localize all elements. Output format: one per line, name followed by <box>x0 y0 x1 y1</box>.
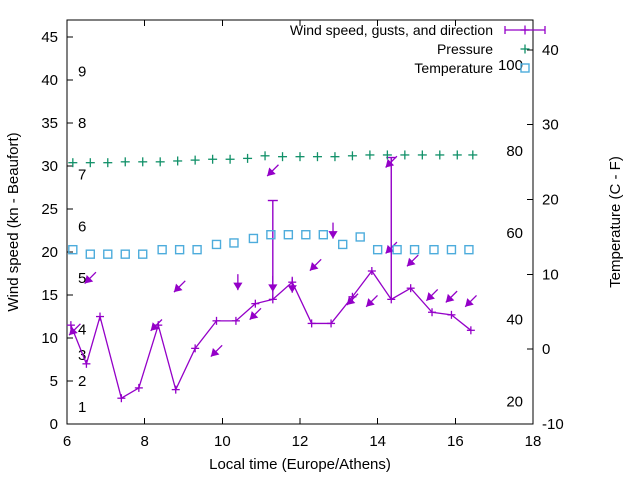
legend-sample-2 <box>520 44 530 54</box>
arrow-head <box>84 274 94 284</box>
arrow-head <box>150 322 160 331</box>
arrow-head <box>69 326 78 336</box>
beaufort-label: 5 <box>78 270 86 287</box>
arrow-head <box>328 231 338 239</box>
legend-sample-3 <box>520 63 530 73</box>
beaufort-label: 9 <box>78 64 86 81</box>
arrow-head <box>346 296 356 306</box>
y2-tick-label: 40 <box>542 42 559 59</box>
square-marker <box>355 232 365 242</box>
y2-tick-label: 0 <box>542 341 550 358</box>
beaufort-label: 8 <box>78 115 86 132</box>
y-tick-label: 45 <box>41 29 58 46</box>
square-marker <box>120 249 130 259</box>
square-marker <box>85 249 96 259</box>
arrow-head <box>465 298 474 307</box>
fahrenheit-label: 80 <box>506 143 523 160</box>
y2-tick-label: 20 <box>542 192 559 209</box>
x-tick-label: 16 <box>447 433 464 450</box>
arrow-head <box>445 293 455 303</box>
square-marker <box>157 244 167 255</box>
y-tick-label: 0 <box>50 416 58 433</box>
legend-label: Temperature <box>414 60 493 76</box>
x-tick-label: 6 <box>63 433 71 450</box>
beaufort-label: 7 <box>78 167 86 184</box>
fahrenheit-label: 60 <box>506 225 523 242</box>
series-3 <box>68 230 474 259</box>
y-tick-label: 15 <box>41 287 58 304</box>
arrow-head <box>426 292 435 301</box>
arrow-head <box>249 311 259 320</box>
y2-tick-label: -10 <box>542 416 564 433</box>
beaufort-label: 6 <box>78 218 86 235</box>
arrow-head <box>406 257 416 267</box>
legend-label: Wind speed, gusts, and direction <box>290 22 493 38</box>
series-2 <box>68 150 478 168</box>
legend-sample-1 <box>504 25 546 35</box>
y-tick-label: 5 <box>50 373 58 390</box>
y2-tick-label: 10 <box>542 266 559 283</box>
y-tick-label: 30 <box>41 158 58 175</box>
square-marker <box>248 233 259 244</box>
square-marker <box>446 244 457 255</box>
series-1 <box>66 155 477 403</box>
wind-speed-line <box>70 269 472 400</box>
square-marker <box>68 244 78 255</box>
y-tick-label: 35 <box>41 115 58 132</box>
x-tick-label: 14 <box>369 433 386 450</box>
arrow-head <box>233 282 243 291</box>
square-marker <box>211 239 222 250</box>
y-tick-label: 20 <box>41 244 58 261</box>
square-marker <box>229 238 239 248</box>
legend-label: Pressure <box>437 41 493 57</box>
arrow-head <box>385 158 395 168</box>
beaufort-label: 1 <box>78 399 86 416</box>
y-tick-label: 25 <box>41 201 58 218</box>
beaufort-label: 2 <box>78 373 86 390</box>
square-marker <box>409 244 420 255</box>
arrow-head <box>268 284 278 292</box>
x-tick-label: 10 <box>214 433 231 450</box>
x-tick-label: 12 <box>292 433 309 450</box>
square-marker <box>372 244 383 255</box>
fahrenheit-label: 40 <box>506 311 523 328</box>
arrow-head <box>267 167 276 177</box>
beaufort-label: 4 <box>78 321 86 338</box>
fahrenheit-label: 100 <box>498 57 523 74</box>
y-tick-label: 40 <box>41 72 58 89</box>
square-marker <box>283 230 294 240</box>
square-marker <box>174 244 185 255</box>
arrow-head <box>385 244 395 254</box>
square-marker <box>392 244 402 255</box>
square-marker <box>520 63 530 73</box>
y2-axis-title: Temperature (C - F) <box>607 156 624 288</box>
square-marker <box>301 230 311 240</box>
y-axis-title: Wind speed (kn - Beaufort) <box>5 132 22 311</box>
arrow-head <box>210 348 220 357</box>
arrow-head <box>287 285 297 293</box>
y-tick-label: 10 <box>41 330 58 347</box>
x-tick-label: 18 <box>525 433 542 450</box>
square-marker <box>464 244 474 255</box>
square-marker <box>192 244 202 255</box>
arrow-head <box>366 298 375 307</box>
beaufort-label: 3 <box>78 347 86 364</box>
x-tick-label: 8 <box>140 433 148 450</box>
y2-tick-label: 30 <box>542 117 559 134</box>
arrow-head <box>309 262 319 271</box>
square-marker <box>429 244 439 255</box>
plot-border <box>66 19 534 425</box>
square-marker <box>103 249 113 259</box>
square-marker <box>318 230 328 240</box>
square-marker <box>266 230 276 240</box>
arrow-head <box>173 283 183 293</box>
fahrenheit-label: 20 <box>506 394 523 411</box>
square-marker <box>138 249 148 259</box>
square-marker <box>338 239 348 250</box>
x-axis-title: Local time (Europe/Athens) <box>209 456 391 473</box>
